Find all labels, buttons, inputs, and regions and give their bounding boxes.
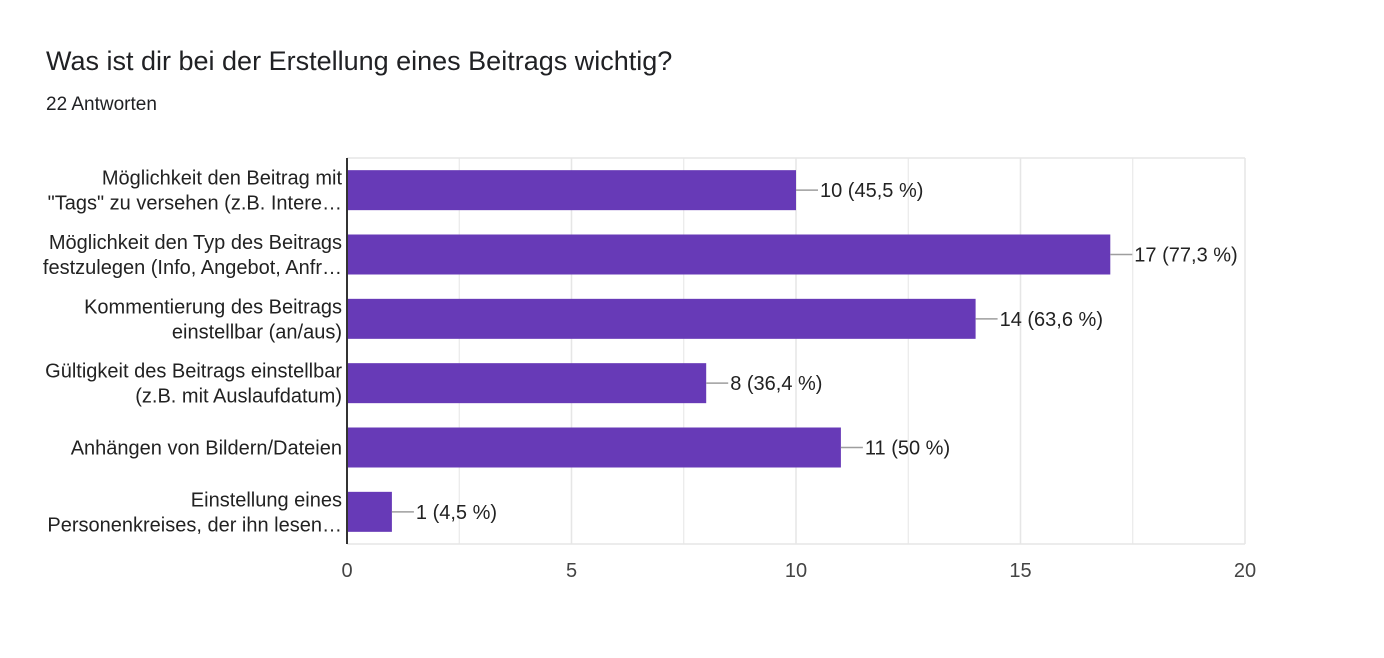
data-label: 8 (36,4 %): [730, 373, 822, 395]
category-label: Kommentierung des Beitrags: [84, 296, 342, 318]
data-label: 17 (77,3 %): [1134, 245, 1237, 267]
bar: [347, 427, 841, 468]
category-label: festzulegen (Info, Angebot, Anfr…: [43, 257, 342, 279]
x-tick-label: 10: [785, 560, 807, 582]
data-label: 10 (45,5 %): [820, 180, 923, 202]
bar: [347, 170, 796, 211]
category-label: Personenkreises, der ihn lesen…: [47, 514, 342, 536]
category-label: einstellbar (an/aus): [172, 321, 342, 343]
category-label: Möglichkeit den Beitrag mit: [102, 168, 343, 190]
bar: [347, 491, 392, 532]
category-label: Einstellung eines: [191, 489, 342, 511]
x-tick-label: 5: [566, 560, 577, 582]
bar: [347, 298, 976, 339]
response-count: 22 Antworten: [46, 94, 157, 115]
data-label: 1 (4,5 %): [416, 502, 497, 524]
category-label: (z.B. mit Auslaufdatum): [135, 386, 342, 408]
category-label: "Tags" zu versehen (z.B. Intere…: [48, 193, 342, 215]
x-tick-label: 20: [1234, 560, 1256, 582]
data-label: 11 (50 %): [865, 438, 950, 460]
category-label: Gültigkeit des Beitrags einstellbar: [45, 361, 342, 383]
x-tick-label: 15: [1009, 560, 1031, 582]
bar: [347, 234, 1111, 275]
category-label: Möglichkeit den Typ des Beitrags: [49, 232, 342, 254]
chart-title: Was ist dir bei der Erstellung eines Bei…: [46, 46, 673, 76]
category-label: Anhängen von Bildern/Dateien: [71, 438, 342, 460]
x-tick-label: 0: [341, 560, 352, 582]
data-label: 14 (63,6 %): [1000, 309, 1103, 331]
bar: [347, 363, 707, 404]
